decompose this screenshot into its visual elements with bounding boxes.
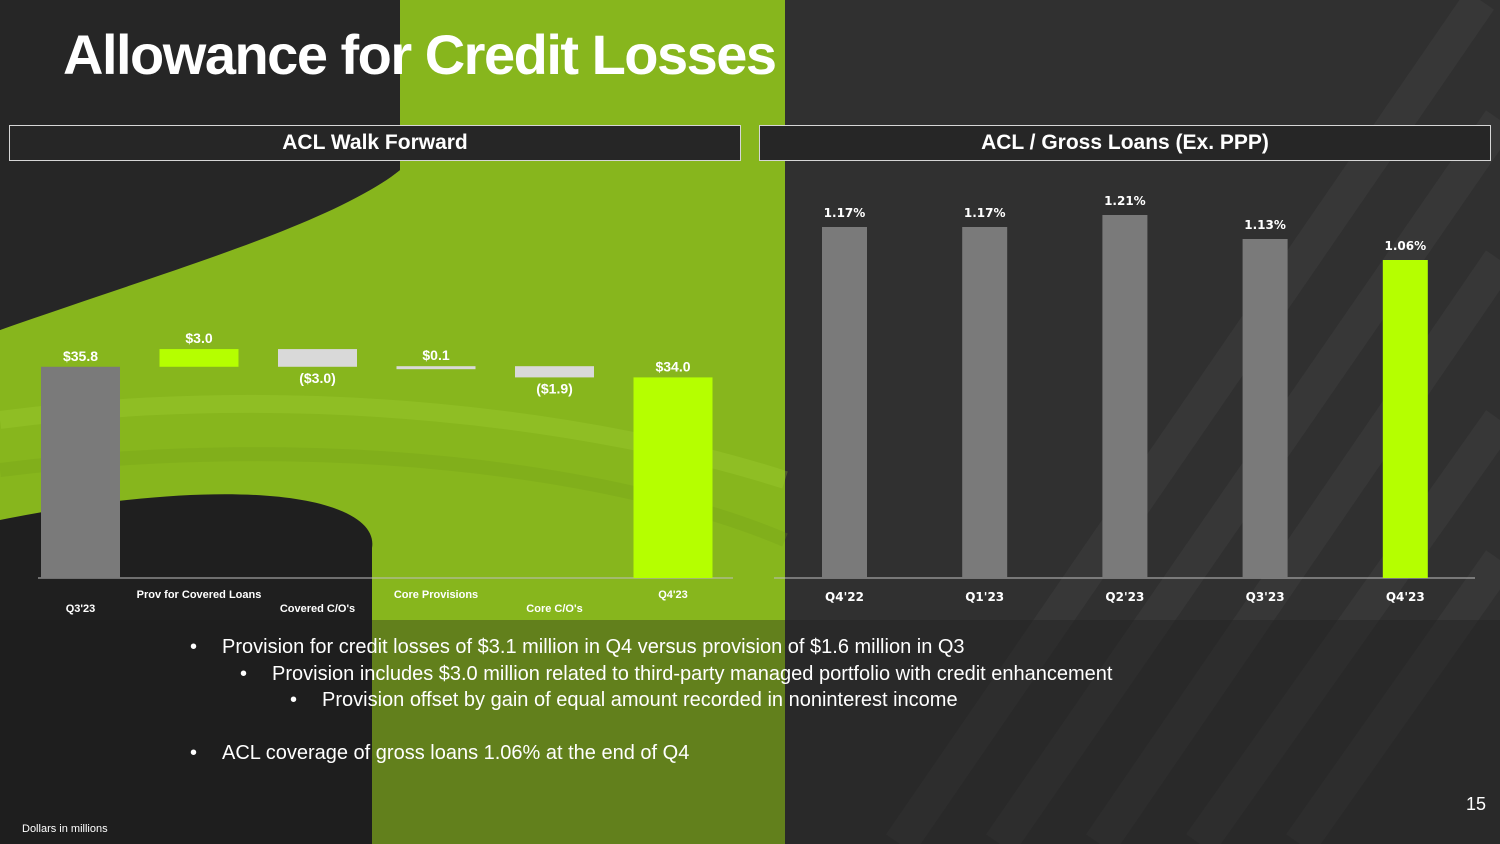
ratio-data-label: 1.06%: [1384, 239, 1426, 253]
waterfall-bar: [396, 366, 476, 370]
acl-gross-loans-header: ACL / Gross Loans (Ex. PPP): [759, 125, 1491, 161]
waterfall-data-label: ($3.0): [299, 370, 336, 386]
bullet-item: Provision for credit losses of $3.1 mill…: [190, 634, 1340, 661]
waterfall-category-label: Core C/O's: [526, 603, 582, 615]
ratio-bar: [1242, 239, 1288, 578]
waterfall-data-label: $34.0: [655, 358, 690, 374]
waterfall-category-label: Covered C/O's: [280, 603, 355, 615]
page-number: 15: [1465, 794, 1486, 814]
footnote: Dollars in millions: [22, 823, 108, 835]
waterfall-category-label: Prov for Covered Loans: [137, 589, 262, 601]
waterfall-data-label: $0.1: [422, 347, 449, 363]
waterfall-data-label: $3.0: [185, 330, 212, 346]
acl-walk-forward-header: ACL Walk Forward: [9, 125, 741, 161]
waterfall-bar: [515, 366, 594, 378]
ratio-data-label: 1.17%: [964, 206, 1006, 220]
waterfall-bar: [633, 377, 713, 578]
waterfall-category-label: Q3'23: [66, 603, 96, 615]
ratio-category-label: Q1'23: [965, 590, 1004, 604]
waterfall-data-label: ($1.9): [536, 380, 573, 396]
waterfall-bar: [278, 349, 357, 367]
bullet-item: ACL coverage of gross loans 1.06% at the…: [190, 740, 1340, 767]
page-title: Allowance for Credit Losses: [63, 23, 777, 86]
bullet-item: Provision offset by gain of equal amount…: [190, 687, 1340, 714]
ratio-bar: [962, 227, 1008, 578]
ratio-category-label: Q2'23: [1105, 590, 1144, 604]
ratio-category-label: Q4'22: [825, 590, 864, 604]
ratio-bar: [1382, 260, 1428, 578]
ratio-data-label: 1.17%: [824, 206, 866, 220]
ratio-bar: [822, 227, 867, 578]
ratio-data-label: 1.21%: [1104, 194, 1146, 208]
waterfall-bar: [41, 366, 120, 578]
waterfall-category-label: Q4'23: [658, 589, 688, 601]
ratio-data-label: 1.13%: [1244, 218, 1286, 232]
waterfall-data-label: $35.8: [63, 348, 98, 364]
ratio-category-label: Q3'23: [1246, 590, 1285, 604]
bullet-item: Provision includes $3.0 million related …: [190, 661, 1340, 688]
waterfall-category-label: Core Provisions: [394, 589, 478, 601]
ratio-bar: [1102, 215, 1148, 578]
bullet-list: Provision for credit losses of $3.1 mill…: [190, 634, 1340, 766]
ratio-category-label: Q4'23: [1386, 590, 1425, 604]
waterfall-bar: [159, 349, 239, 367]
